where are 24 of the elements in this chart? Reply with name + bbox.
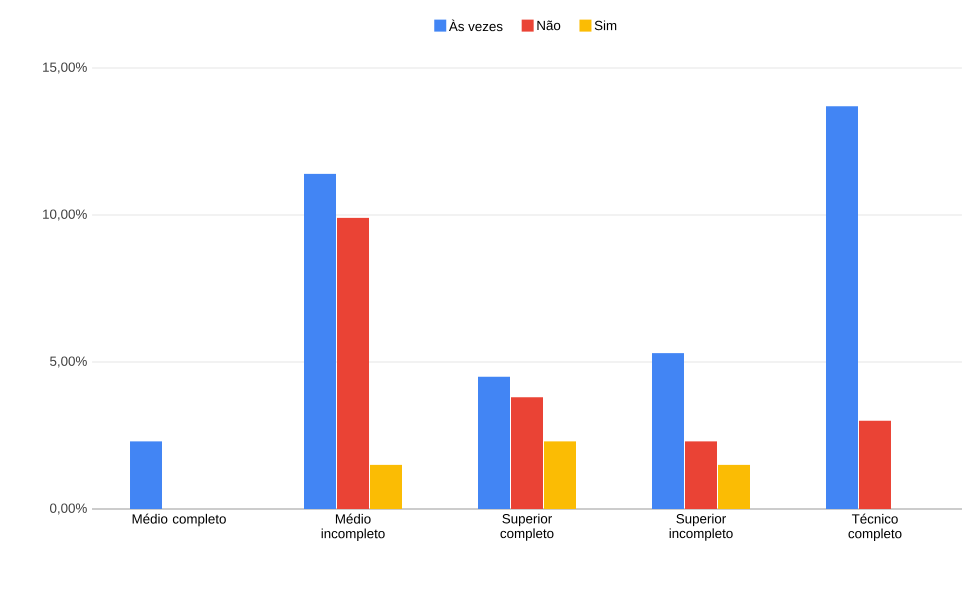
bar [130, 441, 162, 509]
bar [511, 397, 543, 509]
bar [370, 464, 402, 509]
x-tick-label: Médio incompleto [322, 514, 385, 541]
bar [478, 376, 510, 509]
x-tick-label: Superior completo [500, 514, 554, 541]
bar [337, 218, 370, 509]
bar [718, 464, 750, 509]
bar [652, 353, 684, 509]
y-tick-label: 5,00% [50, 356, 87, 368]
y-tick-label: 0,00% [50, 503, 87, 514]
bar [544, 441, 576, 509]
x-tick-label: Médio completo [132, 514, 226, 526]
y-tick-label: 15,00% [43, 62, 87, 74]
bar [304, 174, 336, 509]
bar [685, 441, 717, 509]
legend-label: Não [537, 20, 560, 30]
y-tick-label: 10,00% [43, 209, 87, 221]
x-tick-label: Técnico completo [848, 514, 902, 541]
bar [826, 106, 858, 509]
legend-label: Às vezes [448, 20, 503, 32]
bar [858, 420, 891, 509]
x-tick-label: Superior incompleto [670, 514, 733, 541]
legend-label: Sim [594, 20, 616, 30]
